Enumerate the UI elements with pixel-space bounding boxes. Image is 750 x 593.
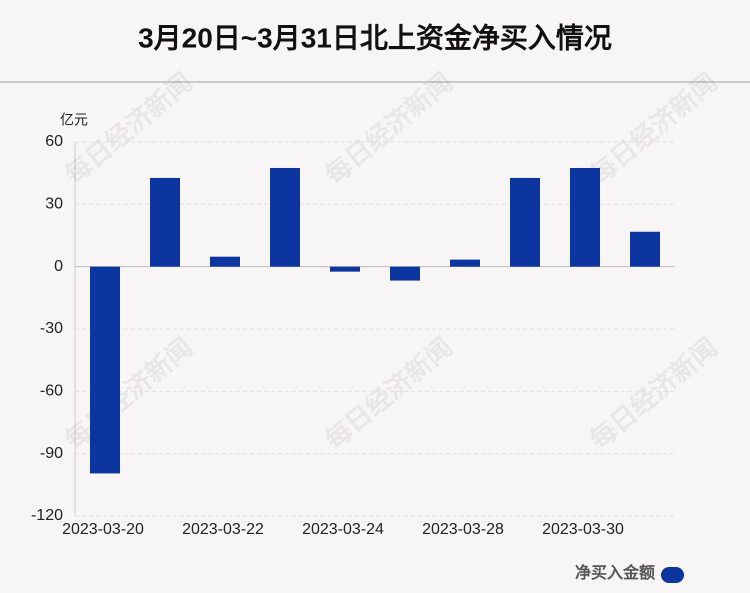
x-tick-label: 2023-03-20	[62, 521, 144, 538]
bar	[630, 231, 660, 267]
y-tick-label: -30	[40, 320, 63, 337]
bar	[450, 259, 480, 267]
y-tick-label: 0	[54, 258, 63, 275]
legend-label: 净买入金额	[575, 563, 655, 582]
bar	[210, 256, 240, 267]
y-tick-label: -120	[31, 507, 63, 524]
x-tick-label: 2023-03-30	[542, 521, 624, 538]
y-tick-label: -60	[40, 383, 63, 400]
bar	[330, 266, 360, 272]
bar	[90, 266, 120, 474]
bar	[510, 177, 540, 267]
y-axis-label: 亿元	[60, 112, 88, 128]
y-tick-label: 60	[45, 133, 63, 150]
legend-swatch	[661, 567, 684, 583]
chart-title: 3月20日~3月31日北上资金净买入情况	[138, 21, 612, 53]
y-tick-label: -90	[40, 445, 63, 462]
bar	[390, 266, 420, 281]
bar	[150, 177, 180, 267]
y-tick-label: 30	[45, 196, 63, 213]
x-tick-label: 2023-03-24	[302, 521, 384, 538]
bar	[270, 167, 300, 267]
x-tick-label: 2023-03-28	[422, 521, 504, 538]
x-tick-label: 2023-03-22	[182, 521, 264, 538]
bar	[570, 167, 600, 267]
